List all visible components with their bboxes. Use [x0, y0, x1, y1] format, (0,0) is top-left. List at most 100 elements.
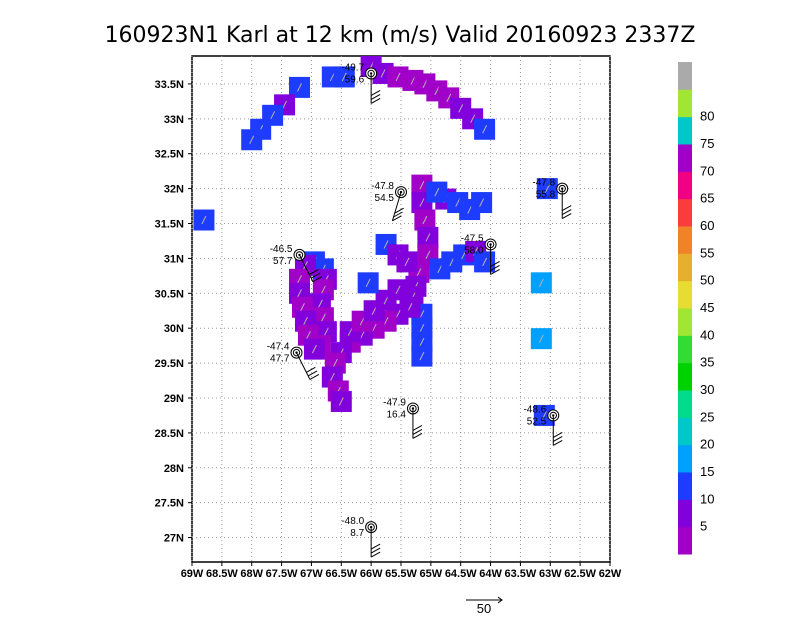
colorbar-segment — [678, 362, 692, 391]
wind-vector — [538, 278, 544, 288]
dropsonde-ring-middle — [292, 348, 301, 357]
wind-vector — [359, 316, 365, 326]
reference-vector: 50 — [466, 596, 503, 616]
dropsonde-temperature: -47.4 — [267, 342, 290, 353]
colorbar-label: 45 — [700, 300, 714, 315]
wind-vector — [249, 135, 255, 144]
wind-vector — [467, 205, 473, 214]
colorbar-label: 40 — [700, 327, 714, 342]
wind-barb-flag — [412, 429, 423, 435]
wind-vector — [395, 285, 401, 295]
wind-vector — [320, 285, 326, 295]
chart-title: 160923N1 Karl at 12 km (m/s) Valid 20160… — [105, 23, 696, 48]
wind-vector — [422, 215, 428, 225]
wind-barb-staff — [296, 352, 311, 380]
wind-barb-flag — [394, 207, 404, 214]
dropsonde-ring-middle — [295, 251, 304, 259]
wind-vector — [329, 372, 335, 382]
colorbar-label: 55 — [700, 245, 714, 260]
y-tick-label: 27N — [164, 533, 184, 545]
wind-vector — [371, 306, 377, 315]
dropsonde-wind: 16.4 — [386, 409, 406, 420]
wind-barb-flag — [561, 205, 572, 212]
wind-vector — [371, 323, 377, 333]
y-tick-label: 29.5N — [155, 358, 184, 370]
y-tick-label: 28.5N — [155, 428, 184, 440]
wind-vector — [320, 313, 326, 322]
y-tick-label: 28N — [164, 463, 184, 475]
dropsonde: -47.855.8 — [532, 178, 572, 220]
wind-vector — [461, 250, 467, 260]
wind-vector — [282, 100, 288, 110]
dropsonde-wind: 47.7 — [270, 354, 290, 365]
dropsonde-layer: -49.759.6-47.854.5-47.558.0-47.855.8-46.… — [267, 62, 572, 558]
dropsonde-wind: 52.5 — [527, 416, 547, 427]
colorbar-segment — [678, 226, 692, 254]
wind-barb-flag — [309, 374, 320, 380]
colorbar-label: 15 — [700, 464, 714, 479]
colorbar-label: 75 — [700, 136, 714, 151]
wind-barb-flag — [412, 425, 423, 431]
wind-barb-flag — [553, 435, 563, 442]
colorbar-segment — [678, 198, 692, 227]
dropsonde-wind: 57.7 — [273, 256, 293, 267]
colorbar-label: 80 — [700, 109, 714, 124]
wind-vector — [419, 337, 425, 347]
colorbar-segment — [678, 62, 692, 90]
wind-vector — [297, 289, 302, 298]
wind-barb-flag — [490, 261, 500, 267]
wind-vector — [383, 316, 389, 326]
wind-vector — [383, 296, 389, 305]
dropsonde: -46.557.7 — [270, 244, 323, 283]
x-tick-label: 64W — [479, 568, 502, 580]
wind-vector — [332, 358, 338, 368]
x-tick-label: 62.5W — [564, 568, 596, 580]
wind-vector — [338, 397, 344, 406]
wind-vector — [395, 310, 401, 319]
colorbar-segment — [678, 526, 692, 555]
x-tick-label: 66W — [360, 568, 383, 580]
y-tick-label: 27.5N — [155, 498, 184, 510]
wind-vector — [311, 344, 317, 354]
wind-barb-flag — [553, 431, 563, 438]
wind-vector — [419, 351, 425, 361]
wind-barb-flag — [310, 272, 321, 279]
wind-vector — [201, 215, 207, 225]
dropsonde-temperature: -47.8 — [371, 181, 394, 192]
wind-vector — [303, 316, 308, 326]
reference-vector-head — [497, 596, 503, 604]
x-tick-label: 67.5W — [266, 568, 298, 580]
dropsonde: -49.759.6 — [341, 62, 381, 104]
dropsonde: -48.08.7 — [341, 516, 381, 558]
wind-vector — [479, 198, 485, 207]
reference-vector-label: 50 — [477, 601, 491, 616]
wind-vector — [455, 198, 461, 207]
dropsonde: -47.447.7 — [267, 342, 320, 380]
colorbar-label: 50 — [700, 273, 714, 288]
wind-barb-flag — [553, 439, 563, 446]
wind-vector — [329, 72, 335, 82]
x-tick-label: 69W — [181, 568, 204, 580]
wind-vector — [419, 310, 425, 319]
wind-vector — [419, 180, 425, 190]
colorbar-segment — [678, 335, 692, 364]
dropsonde-ring-center — [552, 414, 555, 417]
dropsonde-temperature: -48.0 — [341, 516, 364, 527]
y-tick-label: 31N — [164, 253, 184, 265]
wind-barb-flag — [561, 209, 572, 216]
wind-barb-staff — [299, 254, 314, 282]
wind-vector — [434, 187, 440, 197]
dropsonde-temperature: -46.5 — [270, 244, 293, 255]
wind-vector — [359, 330, 365, 340]
dropsonde-ring-middle — [397, 188, 405, 196]
y-tick-label: 31.5N — [155, 219, 184, 231]
dropsonde-wind: 58.0 — [464, 245, 484, 256]
colorbar-label: 30 — [700, 382, 714, 397]
wind-barb-flag — [370, 543, 381, 550]
dropsonde-temperature: -48.6 — [523, 404, 546, 415]
wind-barb-flag — [306, 366, 316, 373]
wind-vector — [395, 72, 401, 82]
x-tick-label: 66.5W — [325, 568, 357, 580]
wind-vector — [297, 275, 302, 284]
